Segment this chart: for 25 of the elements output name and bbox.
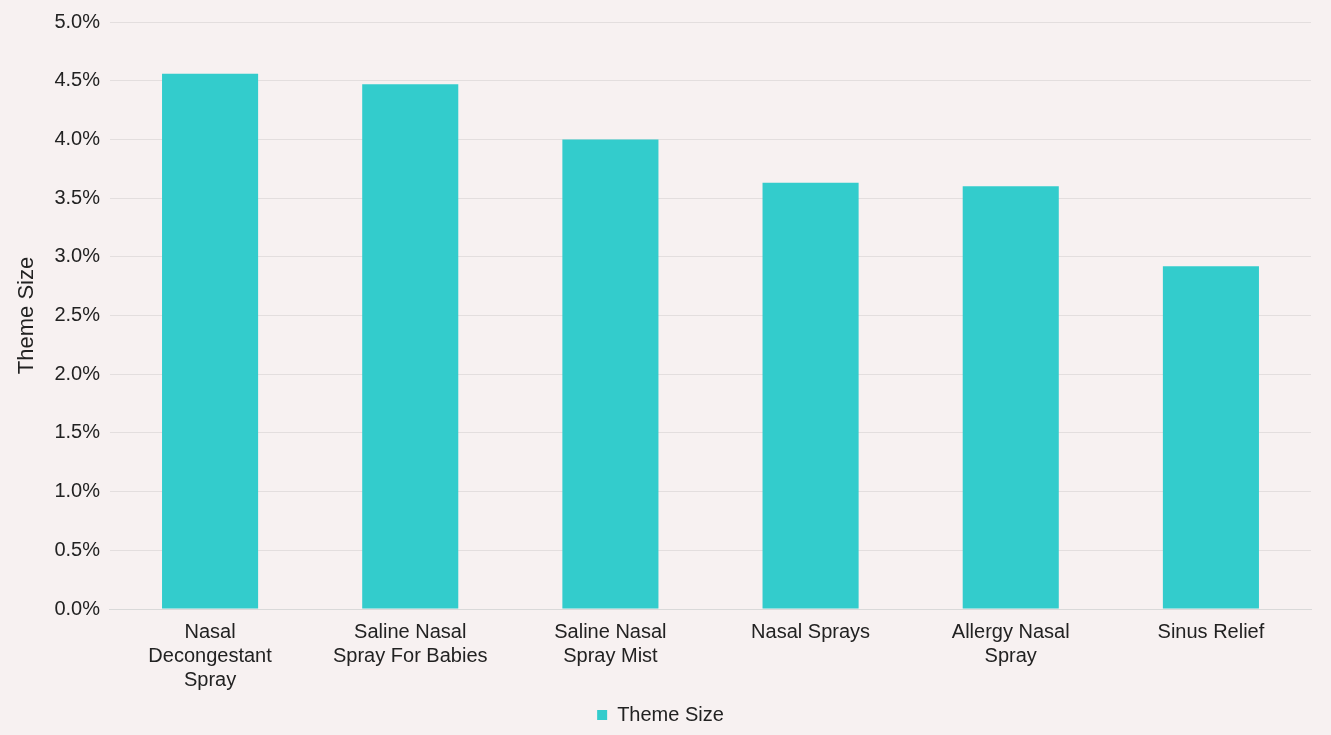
x-tick-label: Nasal Sprays bbox=[751, 619, 871, 642]
bar bbox=[762, 182, 859, 609]
bar bbox=[362, 84, 459, 609]
y-tick-label: 1.5% bbox=[54, 420, 101, 443]
y-tick-label: 4.0% bbox=[54, 126, 101, 149]
x-tick-label: Sinus Relief bbox=[1157, 619, 1265, 642]
y-axis-title: Theme Size bbox=[13, 256, 39, 375]
x-tick-label: Saline Nasal Spray Mist bbox=[554, 619, 667, 666]
x-tick-label: Allergy Nasal Spray bbox=[951, 619, 1070, 666]
bar bbox=[562, 139, 659, 609]
y-tick-label: 3.0% bbox=[54, 244, 101, 267]
y-tick-label: 4.5% bbox=[54, 68, 101, 91]
y-tick-label: 0.0% bbox=[54, 596, 101, 619]
y-tick-label: 1.0% bbox=[54, 479, 101, 502]
y-tick-label: 3.5% bbox=[54, 185, 101, 208]
y-tick-label: 2.0% bbox=[54, 361, 101, 384]
bar bbox=[162, 73, 259, 609]
x-tick-label: Nasal Decongestant Spray bbox=[148, 619, 273, 690]
y-tick-label: 0.5% bbox=[54, 537, 101, 560]
bar bbox=[962, 186, 1059, 609]
x-tick-label: Saline Nasal Spray For Babies bbox=[332, 619, 488, 666]
bar bbox=[1162, 266, 1259, 609]
y-tick-label: 2.5% bbox=[54, 303, 101, 326]
legend-label: Theme Size bbox=[617, 702, 724, 725]
y-tick-label: 5.0% bbox=[54, 9, 101, 32]
